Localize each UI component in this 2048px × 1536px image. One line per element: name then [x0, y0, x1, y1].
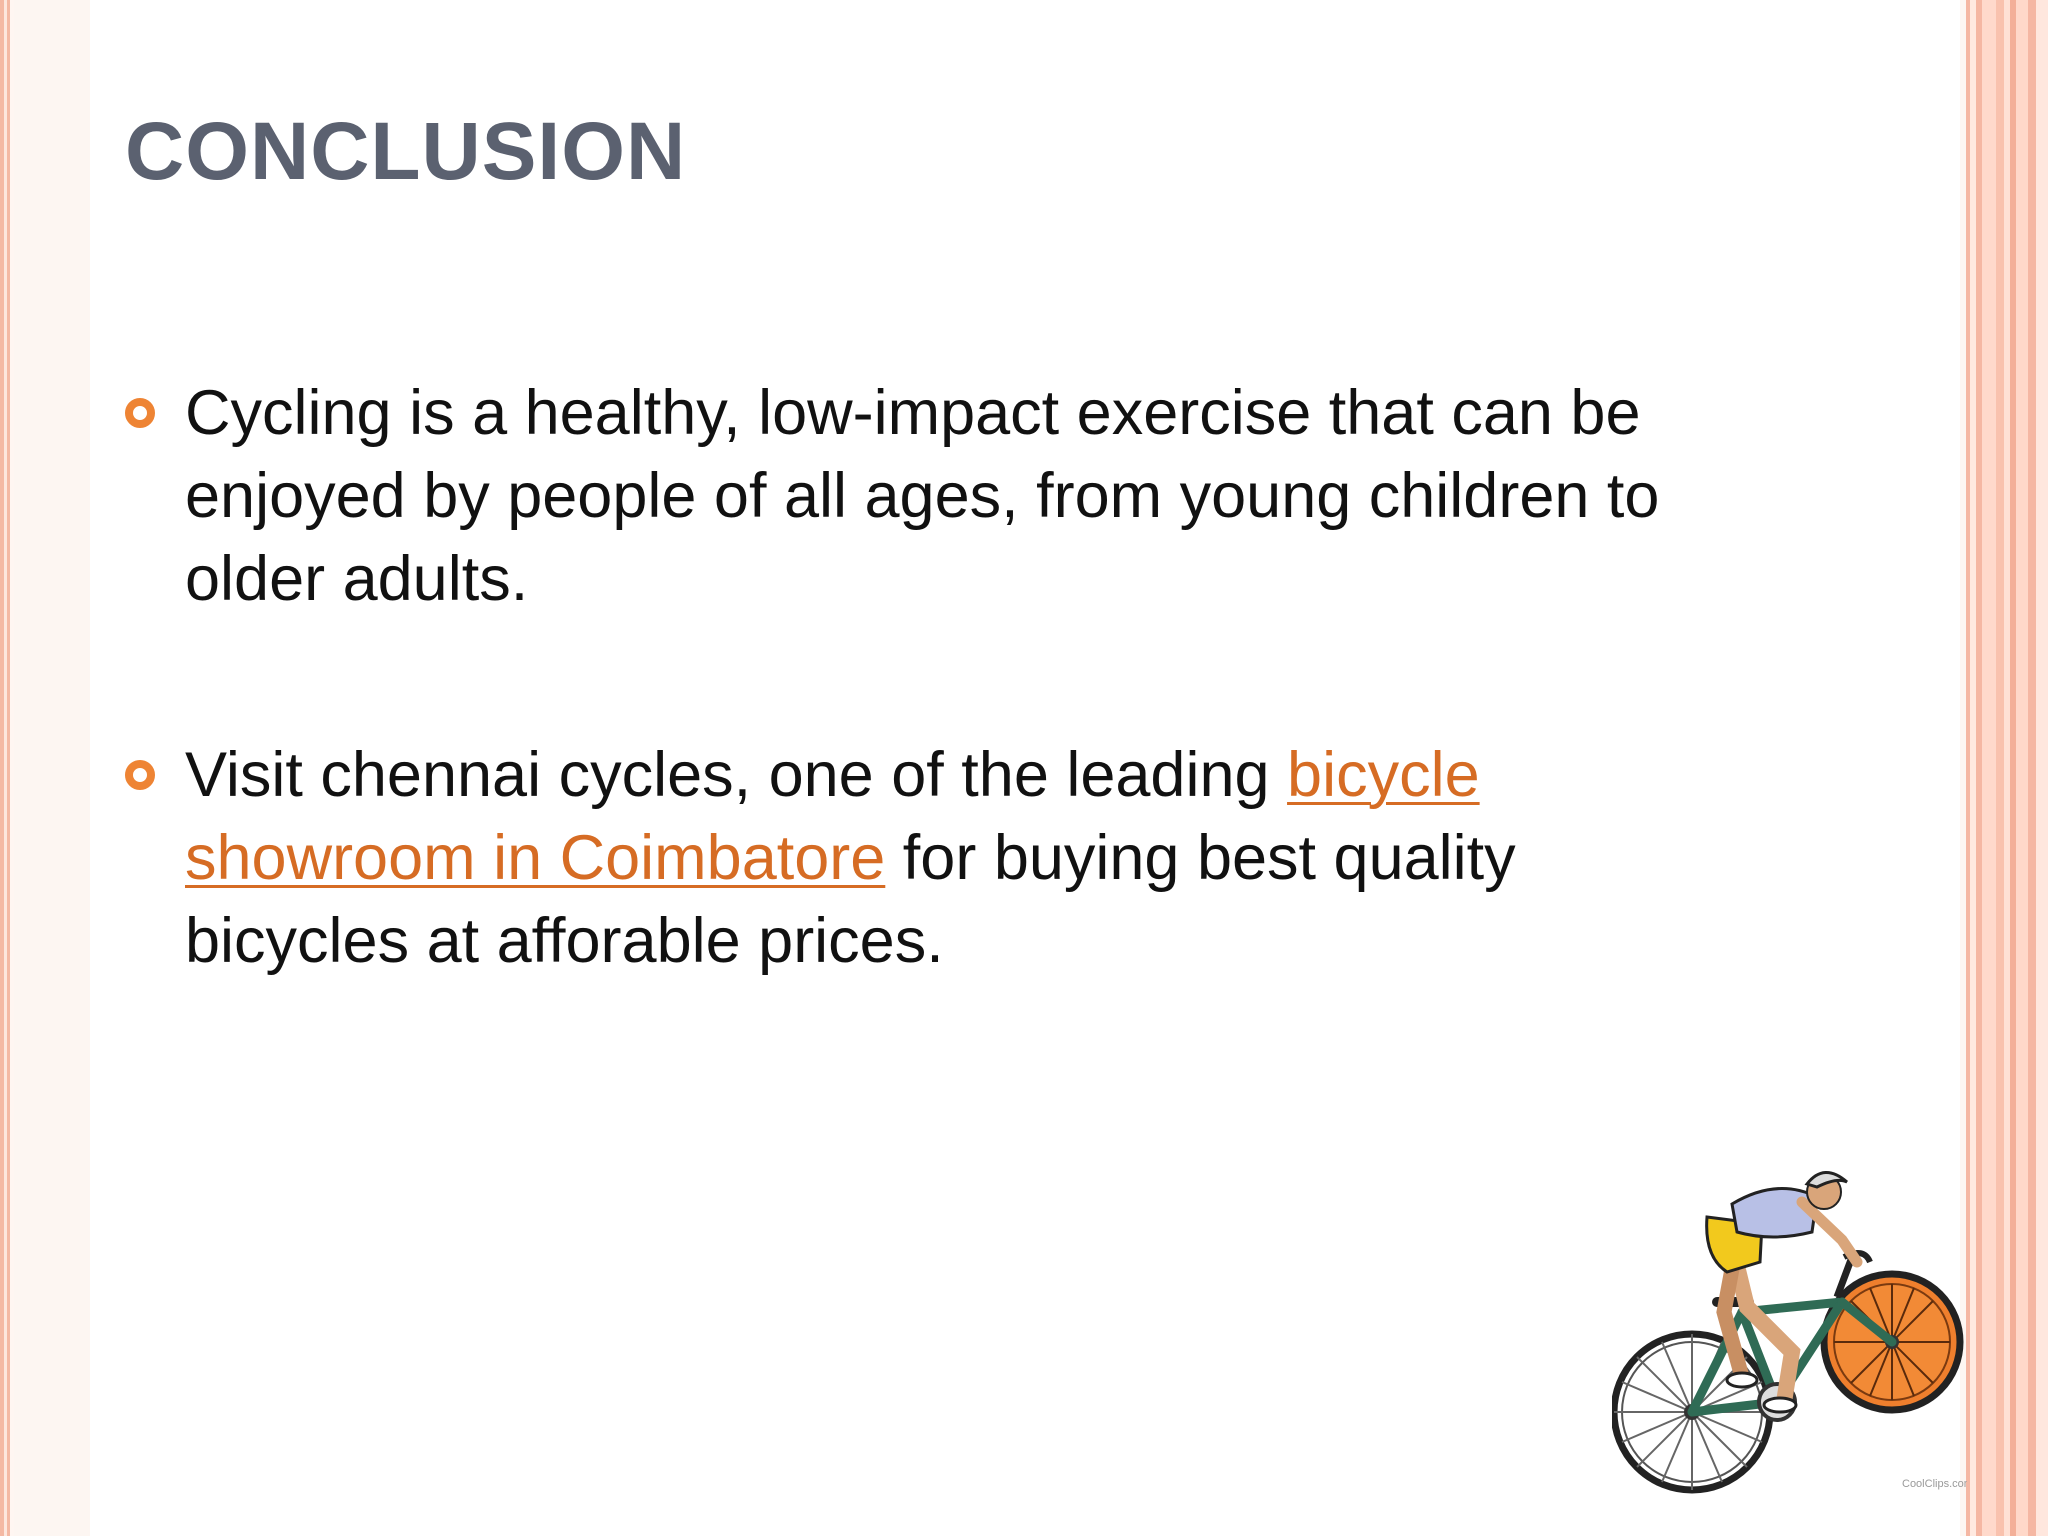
right-decorative-border — [1966, 0, 2048, 1536]
bullet-text-2-after: for buying best quality bicycles at affo… — [185, 823, 1516, 976]
bullet-item-2: Visit chennai cycles, one of the leading… — [125, 734, 1685, 983]
bullet-ring-icon — [125, 398, 155, 428]
image-credit: CoolClips.com — [1902, 1478, 1967, 1490]
cyclist-clipart-icon: CoolClips.com — [1612, 1171, 1967, 1494]
content-panel — [90, 0, 1960, 1536]
bullet-text-1: Cycling is a healthy, low-impact exercis… — [185, 378, 1660, 614]
bullet-item-1: Cycling is a healthy, low-impact exercis… — [125, 372, 1685, 621]
left-decorative-border — [0, 0, 14, 1536]
showroom-link[interactable]: bicycle showroom in Coimbatore — [185, 740, 1480, 893]
slide-title: CONCLUSION — [125, 106, 687, 197]
bullet-text-2-before: Visit chennai cycles, one of the leading — [185, 740, 1288, 810]
bullet-text-2: Visit chennai cycles, one of the leading… — [185, 734, 1685, 983]
bullet-ring-icon — [125, 760, 155, 790]
